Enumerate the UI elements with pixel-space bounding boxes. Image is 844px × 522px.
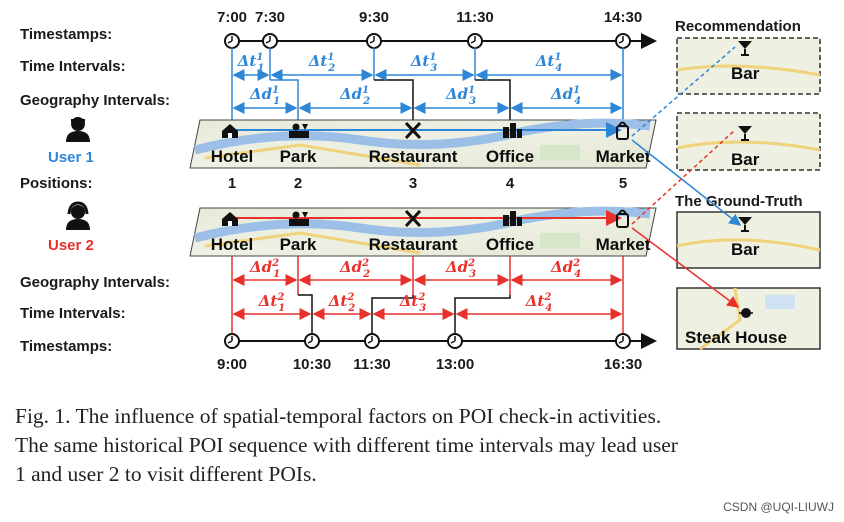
positions-label: Positions: bbox=[20, 175, 93, 192]
poi-label: Office bbox=[486, 147, 534, 166]
poi-label: Market bbox=[596, 235, 651, 254]
position-number: 3 bbox=[409, 175, 417, 192]
clock-icon bbox=[224, 333, 240, 349]
restaurant-icon bbox=[404, 209, 422, 228]
spatial-temporal-diagram: Timestamps: Time Intervals: Geography In… bbox=[20, 9, 821, 373]
restaurant-icon bbox=[404, 121, 422, 140]
geography-intervals-label-top: Geography Intervals: bbox=[20, 92, 170, 109]
top-timestamp: 7:30 bbox=[255, 9, 285, 26]
clock-icon bbox=[262, 33, 278, 49]
time-interval-label: Δt1 4 bbox=[535, 52, 563, 74]
park-icon bbox=[289, 123, 309, 138]
geography-interval-label: Δd1 3 bbox=[445, 85, 476, 107]
time-interval-label: Δt2 1 bbox=[258, 292, 286, 314]
bottom-timestamp: 10:30 bbox=[293, 356, 331, 373]
top-timestamp: 14:30 bbox=[604, 9, 642, 26]
caption-line-3: 1 and user 2 to visit different POIs. bbox=[15, 462, 317, 486]
position-number: 1 bbox=[228, 175, 236, 192]
market-icon bbox=[616, 121, 629, 140]
geography-interval-label: Δd2 3 bbox=[445, 258, 476, 280]
geography-interval-label: Δd1 1 bbox=[249, 85, 280, 107]
cocktail-icon bbox=[738, 126, 752, 141]
bar-label: Bar bbox=[731, 64, 760, 83]
clock-icon bbox=[366, 33, 382, 49]
clock-icon bbox=[467, 33, 483, 49]
time-interval-label: Δt2 4 bbox=[525, 292, 553, 314]
office-icon bbox=[503, 123, 522, 138]
clock-icon bbox=[224, 33, 240, 49]
time-intervals-label-top: Time Intervals: bbox=[20, 58, 126, 75]
user2-label: User 2 bbox=[48, 237, 94, 254]
time-intervals-label-bottom: Time Intervals: bbox=[20, 305, 126, 322]
time-interval-label: Δt1 1 bbox=[237, 52, 265, 74]
poi-label: Park bbox=[280, 147, 317, 166]
user-icon bbox=[66, 201, 90, 230]
user-icon bbox=[66, 117, 90, 142]
hotel-icon bbox=[222, 212, 238, 226]
time-interval-label: Δt1 3 bbox=[410, 52, 438, 74]
market-icon bbox=[616, 209, 629, 228]
steak-house-label: Steak House bbox=[685, 328, 787, 347]
position-number: 2 bbox=[294, 175, 302, 192]
user2-ground-truth-link bbox=[631, 227, 740, 308]
bottom-timestamp: 9:00 bbox=[217, 356, 247, 373]
bottom-timestamp: 13:00 bbox=[436, 356, 474, 373]
steak-icon bbox=[739, 308, 753, 318]
geography-interval-label: Δd1 4 bbox=[550, 85, 581, 107]
office-icon bbox=[503, 211, 522, 226]
geography-interval-label: Δd1 2 bbox=[339, 85, 370, 107]
cocktail-icon bbox=[738, 41, 752, 56]
ground-truth-title: The Ground-Truth bbox=[675, 193, 802, 210]
user1-recommendation-link bbox=[631, 46, 736, 137]
time-interval-label: Δt1 2 bbox=[308, 52, 336, 74]
cocktail-icon bbox=[738, 217, 752, 232]
poi-label: Park bbox=[280, 235, 317, 254]
timestamps-label-top: Timestamps: bbox=[20, 26, 112, 43]
park-icon bbox=[289, 211, 309, 226]
timestamps-label-bottom: Timestamps: bbox=[20, 338, 112, 355]
poi-label: Hotel bbox=[211, 235, 254, 254]
clock-icon bbox=[615, 33, 631, 49]
clock-icon bbox=[364, 333, 380, 349]
poi-label: Office bbox=[486, 235, 534, 254]
clock-icon bbox=[615, 333, 631, 349]
top-timestamp: 11:30 bbox=[456, 9, 494, 26]
position-number: 4 bbox=[506, 175, 515, 192]
geography-interval-label: Δd2 1 bbox=[249, 258, 280, 280]
clock-icon bbox=[447, 333, 463, 349]
geography-interval-label: Δd2 4 bbox=[550, 258, 581, 280]
bar-label: Bar bbox=[731, 150, 760, 169]
poi-label: Market bbox=[596, 147, 651, 166]
time-interval-label: Δt2 3 bbox=[399, 292, 427, 314]
caption-line-1: Fig. 1. The influence of spatial-tempora… bbox=[15, 404, 662, 428]
bottom-timestamp: 16:30 bbox=[604, 356, 642, 373]
user1-label: User 1 bbox=[48, 149, 94, 166]
user2-recommendation-link bbox=[631, 129, 736, 225]
poi-label: Restaurant bbox=[369, 235, 458, 254]
geography-interval-label: Δd2 2 bbox=[339, 258, 370, 280]
top-timestamp: 9:30 bbox=[359, 9, 389, 26]
geography-intervals-label-bottom: Geography Intervals: bbox=[20, 274, 170, 291]
recommendation-title: Recommendation bbox=[675, 18, 801, 35]
top-timestamp: 7:00 bbox=[217, 9, 247, 26]
poi-label: Hotel bbox=[211, 147, 254, 166]
caption-line-2: The same historical POI sequence with di… bbox=[15, 433, 678, 457]
watermark: CSDN @UQI-LIUWJ bbox=[723, 500, 834, 514]
recommendation-bar-card-1: Bar bbox=[676, 37, 821, 95]
user1-ground-truth-link bbox=[631, 139, 742, 226]
figure-caption: Fig. 1. The influence of spatial-tempora… bbox=[15, 402, 830, 489]
bar-label: Bar bbox=[731, 240, 760, 259]
bottom-timestamp: 11:30 bbox=[353, 356, 391, 373]
bottom-interval-guides bbox=[231, 256, 624, 337]
ground-truth-bar-card: Bar bbox=[676, 211, 821, 269]
time-interval-label: Δt2 2 bbox=[328, 292, 356, 314]
poi-label: Restaurant bbox=[369, 147, 458, 166]
recommendation-bar-card-2: Bar bbox=[676, 112, 821, 171]
position-number: 5 bbox=[619, 175, 627, 192]
clock-icon bbox=[304, 333, 320, 349]
hotel-icon bbox=[222, 124, 238, 138]
ground-truth-steak-card: Steak House bbox=[676, 287, 821, 351]
